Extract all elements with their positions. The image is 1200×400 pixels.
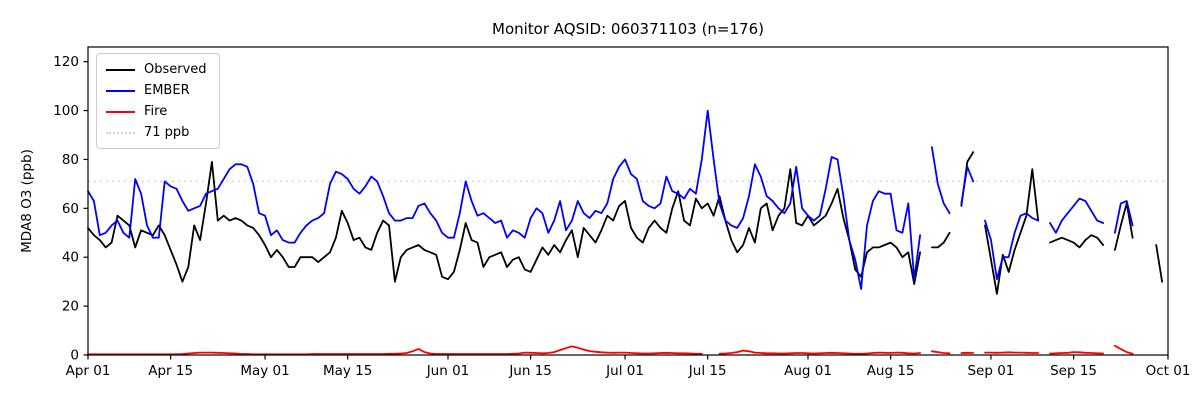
- x-tick-label: Jun 15: [508, 363, 552, 379]
- x-tick-label: Jun 01: [426, 363, 470, 379]
- series-fire-line: [87, 344, 1134, 356]
- legend: Observed EMBER Fire 71 ppb: [96, 53, 220, 149]
- y-tick-label: 0: [70, 348, 79, 364]
- legend-line-sample: [106, 68, 135, 71]
- y-tick-label: 80: [62, 152, 79, 168]
- legend-item-71-ppb: 71 ppb: [106, 122, 207, 143]
- legend-line-sample: [106, 131, 135, 134]
- legend-label: 71 ppb: [144, 125, 190, 140]
- legend-label: Fire: [144, 104, 168, 119]
- x-tick-label: Sep 01: [967, 363, 1014, 379]
- x-tick-label: Apr 15: [148, 363, 193, 379]
- chart-title: Monitor AQSID: 060371103 (n=176): [492, 20, 764, 38]
- legend-item-fire: Fire: [106, 101, 207, 122]
- y-tick-label: 120: [53, 54, 79, 70]
- x-tick-label: May 01: [240, 363, 289, 379]
- legend-item-ember: EMBER: [106, 80, 207, 101]
- x-tick-label: Apr 01: [66, 363, 111, 379]
- x-tick-label: Sep 15: [1050, 363, 1097, 379]
- x-tick-label: Jul 01: [605, 363, 644, 379]
- y-axis-label: MDA8 O3 (ppb): [19, 149, 35, 253]
- x-tick-label: Oct 01: [1146, 363, 1191, 379]
- legend-label: EMBER: [144, 83, 190, 98]
- y-tick-label: 100: [53, 103, 79, 119]
- x-tick-label: Aug 01: [784, 363, 832, 379]
- legend-line-sample: [106, 89, 135, 92]
- legend-line-sample: [106, 110, 135, 113]
- y-tick-label: 40: [62, 250, 79, 266]
- y-tick-label: 20: [62, 299, 79, 315]
- x-tick-label: Aug 15: [867, 363, 915, 379]
- legend-item-observed: Observed: [106, 59, 207, 80]
- x-tick-label: May 15: [323, 363, 372, 379]
- legend-label: Observed: [144, 62, 207, 77]
- x-tick-label: Jul 15: [688, 363, 727, 379]
- plot-frame: [87, 46, 1169, 356]
- series-ember-line: [87, 109, 1134, 290]
- y-tick-label: 60: [62, 201, 79, 217]
- series-observed-line: [87, 151, 1163, 295]
